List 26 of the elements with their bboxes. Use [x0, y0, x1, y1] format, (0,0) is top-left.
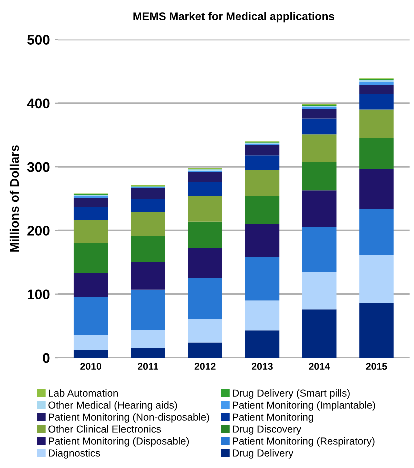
- x-tick-label: 2013: [252, 363, 273, 370]
- legend-label: Drug Delivery (Smart pills): [233, 389, 350, 399]
- x-tick-label: 2010: [80, 363, 102, 370]
- y-tick-label: 500: [28, 35, 50, 45]
- legend-label: Patient Monitoring (Non-disposable): [49, 413, 210, 423]
- legend-label: Drug Delivery: [233, 449, 294, 459]
- legend-label: Patient Monitoring: [233, 413, 314, 423]
- legend-label: Diagnostics: [49, 449, 100, 459]
- legend-label: Patient Monitoring (Implantable): [233, 401, 376, 411]
- x-tick-label: 2015: [366, 363, 388, 370]
- y-tick-label: 100: [28, 290, 50, 300]
- y-tick-label: 200: [28, 226, 50, 236]
- legend-label: Drug Discovery: [233, 425, 302, 435]
- x-tick-label: 2011: [138, 363, 158, 370]
- x-tick-label: 2012: [194, 363, 216, 370]
- y-axis-title: Millions of Dollars: [10, 146, 20, 252]
- x-tick-label: 2014: [309, 363, 330, 370]
- legend-label: Lab Automation: [49, 389, 118, 397]
- legend-label: Other Medical (Hearing aids): [48, 401, 178, 411]
- legend-label: Other Clinical Electronics: [48, 425, 162, 433]
- legend-label: Patient Monitoring (Disposable): [49, 437, 190, 447]
- y-tick-label: 400: [27, 98, 50, 109]
- legend-label: Patient Monitoring (Respiratory): [233, 437, 375, 447]
- y-tick-label: 0: [43, 353, 50, 364]
- y-tick-label: 300: [27, 162, 50, 172]
- chart-title: MEMS Market for Medical applications: [134, 12, 334, 23]
